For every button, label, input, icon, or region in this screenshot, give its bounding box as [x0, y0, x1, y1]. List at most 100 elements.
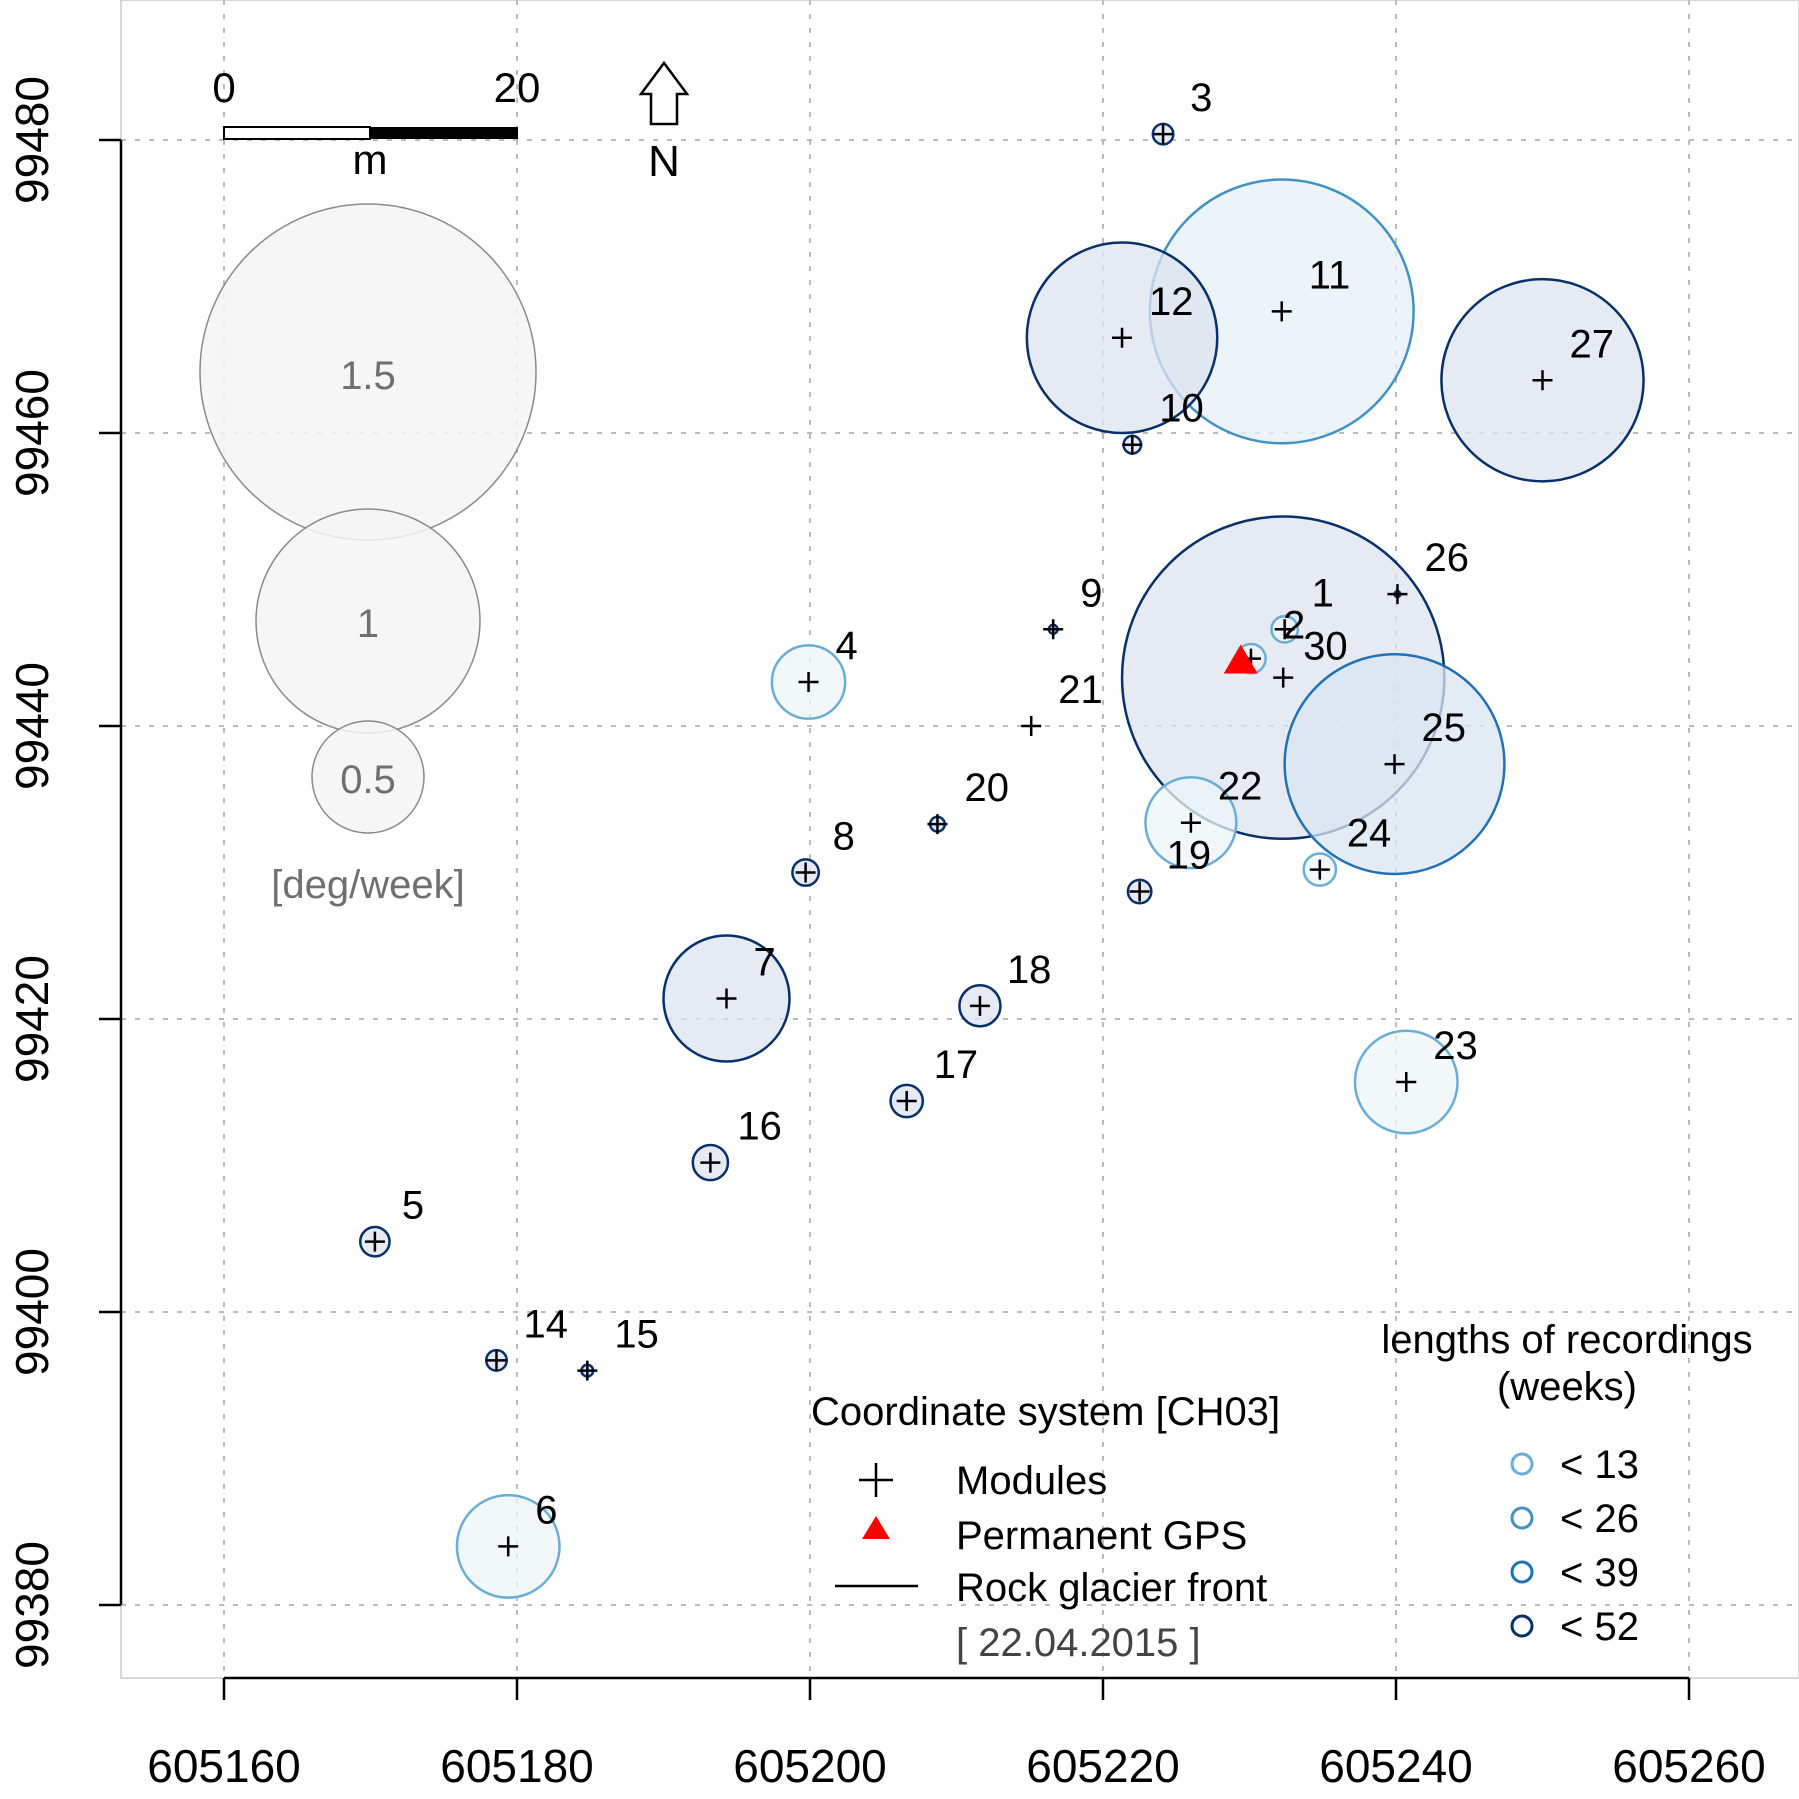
module-label-9: 9 — [1080, 571, 1102, 615]
module-label-21: 21 — [1058, 668, 1103, 712]
color-legend-icon-1 — [1510, 1506, 1534, 1530]
module-marker-26 — [1387, 584, 1408, 605]
module-marker-22 — [1180, 812, 1201, 833]
x-tick-label-605200: 605200 — [733, 1740, 887, 1792]
scale-bar-white — [223, 126, 371, 140]
modules-legend-icon — [859, 1463, 893, 1497]
modules-legend-label: Modules — [956, 1459, 1107, 1503]
x-tick-label-605240: 605240 — [1319, 1740, 1473, 1792]
module-marker-14 — [486, 1350, 507, 1371]
module-marker-4 — [798, 672, 819, 693]
module-marker-10 — [1122, 434, 1143, 455]
y-tick-label-99480: 99480 — [6, 76, 58, 204]
module-marker-3 — [1153, 124, 1174, 145]
module-marker-9 — [1043, 619, 1064, 640]
module-label-15: 15 — [614, 1313, 659, 1357]
module-label-8: 8 — [833, 815, 855, 859]
module-label-17: 17 — [934, 1043, 979, 1087]
color-legend: lengths of recordings (weeks) < 13 < 26 < … — [1381, 1318, 1752, 1649]
size-legend-circle-small — [311, 720, 425, 834]
module-marker-6 — [498, 1536, 519, 1557]
module-label-20: 20 — [964, 766, 1009, 810]
module-marker-24 — [1309, 859, 1330, 880]
module-marker-5 — [364, 1231, 385, 1252]
module-label-18: 18 — [1007, 948, 1051, 992]
x-tick-label-605220: 605220 — [1026, 1740, 1180, 1792]
module-marker-21 — [1021, 716, 1042, 736]
scale-bar-label-end: 20 — [494, 64, 541, 111]
x-tick-label-605180: 605180 — [440, 1740, 594, 1792]
color-legend-icon-2 — [1510, 1560, 1534, 1584]
module-marker-17 — [896, 1091, 917, 1112]
scale-bar: 0 20 m — [212, 64, 540, 183]
rock-glacier-front-legend-label: Rock glacier front — [956, 1566, 1267, 1610]
color-legend-label-1: < 26 — [1560, 1497, 1639, 1541]
gps-legend-icon — [862, 1516, 890, 1539]
y-tick-label-99420: 99420 — [6, 955, 58, 1083]
module-marker-16 — [700, 1152, 721, 1173]
module-marker-18 — [969, 995, 990, 1016]
module-marker-15 — [577, 1360, 598, 1381]
module-label-6: 6 — [535, 1488, 557, 1532]
module-label-11: 11 — [1309, 253, 1351, 297]
module-marker-25 — [1384, 754, 1405, 775]
module-marker-20 — [927, 814, 948, 835]
module-marker-12 — [1112, 327, 1133, 348]
size-legend: 1.5 1 0.5 [deg/week] — [199, 203, 537, 907]
y-tick-label-99440: 99440 — [6, 662, 58, 790]
color-legend-title-line1: lengths of recordings — [1381, 1318, 1752, 1362]
color-legend-label-0: < 13 — [1560, 1443, 1639, 1487]
module-label-26: 26 — [1424, 536, 1469, 580]
x-tick-label-605260: 605260 — [1612, 1740, 1766, 1792]
module-label-7: 7 — [753, 940, 775, 984]
module-label-30: 30 — [1303, 625, 1348, 669]
scale-bar-label-start: 0 — [212, 64, 235, 111]
y-tick-label-99400: 99400 — [6, 1248, 58, 1376]
color-legend-icon-0 — [1510, 1452, 1534, 1476]
north-arrow-label: N — [648, 137, 680, 186]
gps-layer — [1223, 644, 1258, 674]
color-legend-label-2: < 39 — [1560, 1551, 1639, 1595]
module-label-1: 1 — [1312, 571, 1334, 615]
module-marker-27 — [1532, 370, 1553, 391]
module-marker-30 — [1273, 667, 1294, 688]
module-markers — [364, 124, 1553, 1557]
y-tick-label-99460: 99460 — [6, 369, 58, 497]
module-marker-19 — [1129, 881, 1150, 902]
axes: 605160 605180 605200 605220 605240 605260 9938… — [6, 76, 1766, 1792]
module-label-5: 5 — [402, 1184, 424, 1228]
color-legend-label-3: < 52 — [1560, 1605, 1639, 1649]
module-label-4: 4 — [836, 624, 858, 668]
module-label-10: 10 — [1159, 387, 1204, 431]
module-label-22: 22 — [1218, 765, 1263, 809]
module-marker-11 — [1271, 301, 1292, 322]
size-legend-label-1.5: 1.5 — [340, 354, 396, 398]
north-arrow: N — [638, 60, 690, 186]
color-legend-icon-3 — [1510, 1614, 1534, 1638]
module-marker-23 — [1396, 1071, 1417, 1092]
size-legend-unit: [deg/week] — [271, 863, 464, 907]
module-label-25: 25 — [1422, 706, 1467, 750]
scale-bar-unit: m — [353, 136, 388, 183]
module-label-12: 12 — [1149, 280, 1194, 324]
gps-marker — [1223, 644, 1258, 674]
color-legend-title-line2: (weeks) — [1497, 1365, 1637, 1409]
module-label-24: 24 — [1347, 812, 1392, 856]
scale-bar-black — [370, 127, 518, 139]
symbol-legend-title: Coordinate system [CH03] — [811, 1390, 1280, 1434]
rock-glacier-front-date: [ 22.04.2015 ] — [956, 1621, 1201, 1665]
gps-legend-label: Permanent GPS — [956, 1514, 1247, 1558]
y-tick-label-99380: 99380 — [6, 1541, 58, 1669]
module-label-19: 19 — [1167, 834, 1212, 878]
size-legend-label-1: 1 — [357, 602, 379, 646]
module-marker-8 — [795, 862, 816, 883]
module-label-27: 27 — [1570, 322, 1615, 366]
module-label-2: 2 — [1283, 604, 1305, 648]
module-marker-7 — [716, 988, 737, 1009]
module-label-3: 3 — [1190, 76, 1212, 120]
size-legend-label-0.5: 0.5 — [340, 758, 396, 802]
x-tick-label-605160: 605160 — [147, 1740, 301, 1792]
module-label-16: 16 — [737, 1105, 782, 1149]
